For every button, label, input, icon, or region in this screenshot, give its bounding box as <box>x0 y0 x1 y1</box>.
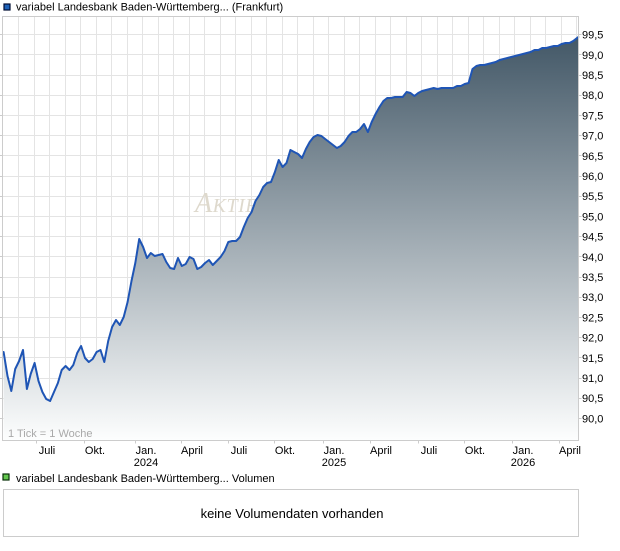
svg-text:99,5: 99,5 <box>582 30 603 42</box>
svg-text:97,0: 97,0 <box>582 131 603 143</box>
svg-text:95,5: 95,5 <box>582 191 603 203</box>
svg-text:94,0: 94,0 <box>582 252 603 264</box>
svg-text:Juli: Juli <box>231 445 248 457</box>
svg-text:Okt.: Okt. <box>465 445 485 457</box>
svg-text:Jan.: Jan. <box>513 445 534 457</box>
svg-text:Juli: Juli <box>39 445 56 457</box>
svg-text:90,0: 90,0 <box>582 413 603 425</box>
svg-text:Jan.: Jan. <box>324 445 345 457</box>
svg-text:96,5: 96,5 <box>582 151 603 163</box>
svg-text:96,0: 96,0 <box>582 171 603 183</box>
svg-text:2024: 2024 <box>134 457 158 469</box>
svg-text:April: April <box>370 445 392 457</box>
svg-text:93,0: 93,0 <box>582 292 603 304</box>
svg-text:92,5: 92,5 <box>582 312 603 324</box>
svg-text:95,0: 95,0 <box>582 211 603 223</box>
svg-text:variabel Landesbank Baden-Würt: variabel Landesbank Baden-Württemberg...… <box>16 1 283 13</box>
svg-text:93,5: 93,5 <box>582 272 603 284</box>
svg-text:1 Tick = 1 Woche: 1 Tick = 1 Woche <box>8 428 92 440</box>
svg-text:97,5: 97,5 <box>582 110 603 122</box>
svg-text:91,0: 91,0 <box>582 373 603 385</box>
svg-text:variabel Landesbank Baden-Würt: variabel Landesbank Baden-Württemberg...… <box>16 473 275 485</box>
svg-text:98,0: 98,0 <box>582 90 603 102</box>
svg-text:Juli: Juli <box>421 445 438 457</box>
svg-text:2025: 2025 <box>322 457 346 469</box>
svg-text:91,5: 91,5 <box>582 353 603 365</box>
svg-text:98,5: 98,5 <box>582 70 603 82</box>
svg-text:Jan.: Jan. <box>136 445 157 457</box>
svg-text:99,0: 99,0 <box>582 50 603 62</box>
svg-text:April: April <box>181 445 203 457</box>
svg-text:90,5: 90,5 <box>582 393 603 405</box>
svg-text:Okt.: Okt. <box>85 445 105 457</box>
svg-text:April: April <box>559 445 581 457</box>
svg-text:94,5: 94,5 <box>582 232 603 244</box>
svg-text:Okt.: Okt. <box>275 445 295 457</box>
svg-text:keine Volumendaten vorhanden: keine Volumendaten vorhanden <box>201 506 384 521</box>
svg-text:2026: 2026 <box>511 457 535 469</box>
svg-text:92,0: 92,0 <box>582 333 603 345</box>
